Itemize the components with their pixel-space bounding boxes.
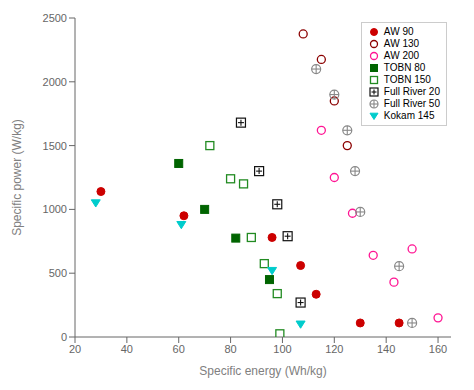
- svg-text:2000: 2000: [43, 76, 67, 88]
- svg-text:500: 500: [49, 267, 67, 279]
- svg-text:100: 100: [273, 343, 291, 355]
- svg-text:2500: 2500: [43, 12, 67, 24]
- svg-text:20: 20: [69, 343, 81, 355]
- svg-text:Specific power (W/kg): Specific power (W/kg): [10, 119, 24, 236]
- svg-text:Specific energy (Wh/kg): Specific energy (Wh/kg): [199, 364, 326, 378]
- svg-text:1500: 1500: [43, 140, 67, 152]
- svg-text:40: 40: [121, 343, 133, 355]
- html-text:AW 130: AW 130: [383, 38, 420, 49]
- svg-text:120: 120: [325, 343, 343, 355]
- html-text:TOBN 150: TOBN 150: [383, 74, 431, 85]
- html-text:TOBN 80: TOBN 80: [383, 62, 426, 73]
- html-text:Full River 20: Full River 20: [383, 86, 440, 97]
- html-text:Kokam 145: Kokam 145: [383, 110, 435, 121]
- svg-text:80: 80: [224, 343, 236, 355]
- svg-text:140: 140: [377, 343, 395, 355]
- html-text:Full River 50: Full River 50: [383, 98, 440, 109]
- svg-text:60: 60: [173, 343, 185, 355]
- html-text:AW 200: AW 200: [383, 50, 420, 61]
- svg-text:1000: 1000: [43, 203, 67, 215]
- svg-text:160: 160: [429, 343, 447, 355]
- svg-text:0: 0: [61, 331, 67, 343]
- html-text:AW 90: AW 90: [383, 26, 414, 37]
